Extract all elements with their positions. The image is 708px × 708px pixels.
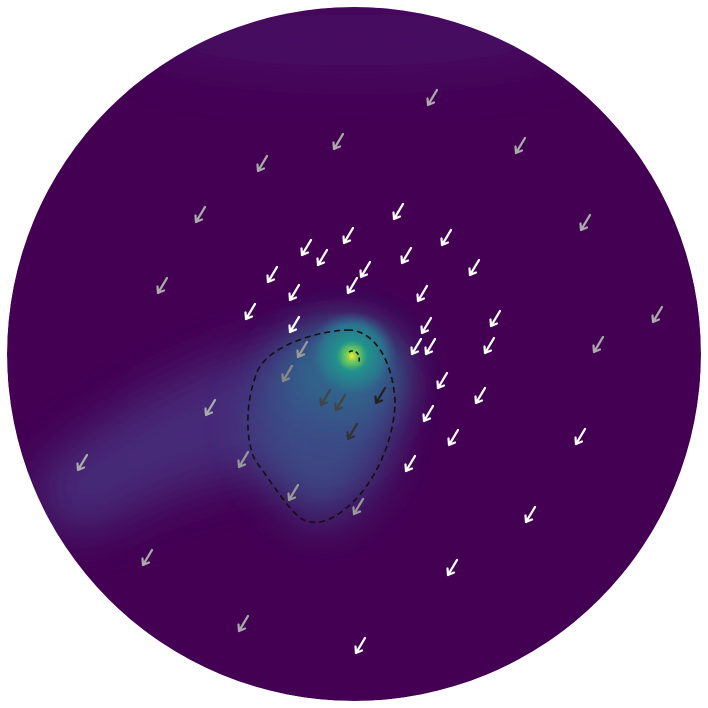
- plume-peak: [347, 351, 357, 361]
- contour: [247, 329, 396, 524]
- top-glow: [134, 7, 574, 80]
- contour-inner: [348, 350, 361, 365]
